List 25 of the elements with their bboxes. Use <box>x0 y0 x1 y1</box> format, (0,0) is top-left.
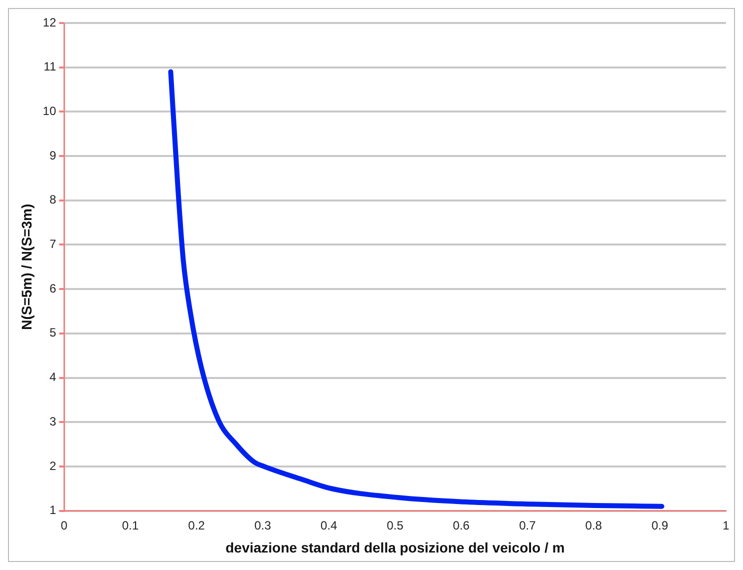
x-tick-label: 0.7 <box>519 518 536 532</box>
x-axis-title: deviazione standard della posizione del veicolo / m <box>225 539 565 556</box>
y-tick-label: 11 <box>44 60 56 74</box>
x-tick-label: 0.6 <box>452 518 470 532</box>
y-tick-label: 12 <box>42 15 56 30</box>
x-tick-label: 0.8 <box>585 518 602 532</box>
y-tick-label: 7 <box>49 237 56 252</box>
x-tick-label: 0 <box>60 518 68 532</box>
x-tick-label: 0.1 <box>122 518 139 532</box>
x-tick-label: 0.9 <box>651 518 668 532</box>
x-tick-label: 0.2 <box>188 518 206 532</box>
y-tick-label: 9 <box>49 148 56 162</box>
y-tick-label: 4 <box>49 370 56 384</box>
y-axis-title: N(S=5m) / N(S=3m) <box>18 204 34 330</box>
y-tick-label: 10 <box>42 104 56 118</box>
x-tick-label: 1 <box>722 518 730 532</box>
x-tick-label: 0.4 <box>320 518 338 532</box>
y-tick-label: 3 <box>49 414 56 428</box>
y-tick-label: 2 <box>49 458 56 473</box>
y-tick-label: 1 <box>49 503 56 518</box>
x-tick-label: 0.3 <box>254 518 272 532</box>
y-tick-label: 8 <box>49 192 56 207</box>
y-tick-label: 5 <box>49 326 56 340</box>
x-tick-label: 0.5 <box>386 518 404 532</box>
y-tick-label: 6 <box>49 281 56 296</box>
